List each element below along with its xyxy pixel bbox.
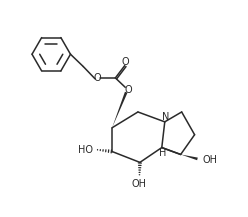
Text: O: O [94, 73, 101, 83]
Text: N: N [162, 112, 170, 122]
Text: H: H [159, 148, 166, 158]
Text: OH: OH [132, 179, 147, 189]
Text: O: O [121, 57, 129, 67]
Text: HO: HO [78, 145, 93, 155]
Polygon shape [112, 92, 127, 128]
Text: OH: OH [202, 155, 217, 165]
Text: O: O [124, 85, 132, 95]
Polygon shape [181, 155, 198, 160]
